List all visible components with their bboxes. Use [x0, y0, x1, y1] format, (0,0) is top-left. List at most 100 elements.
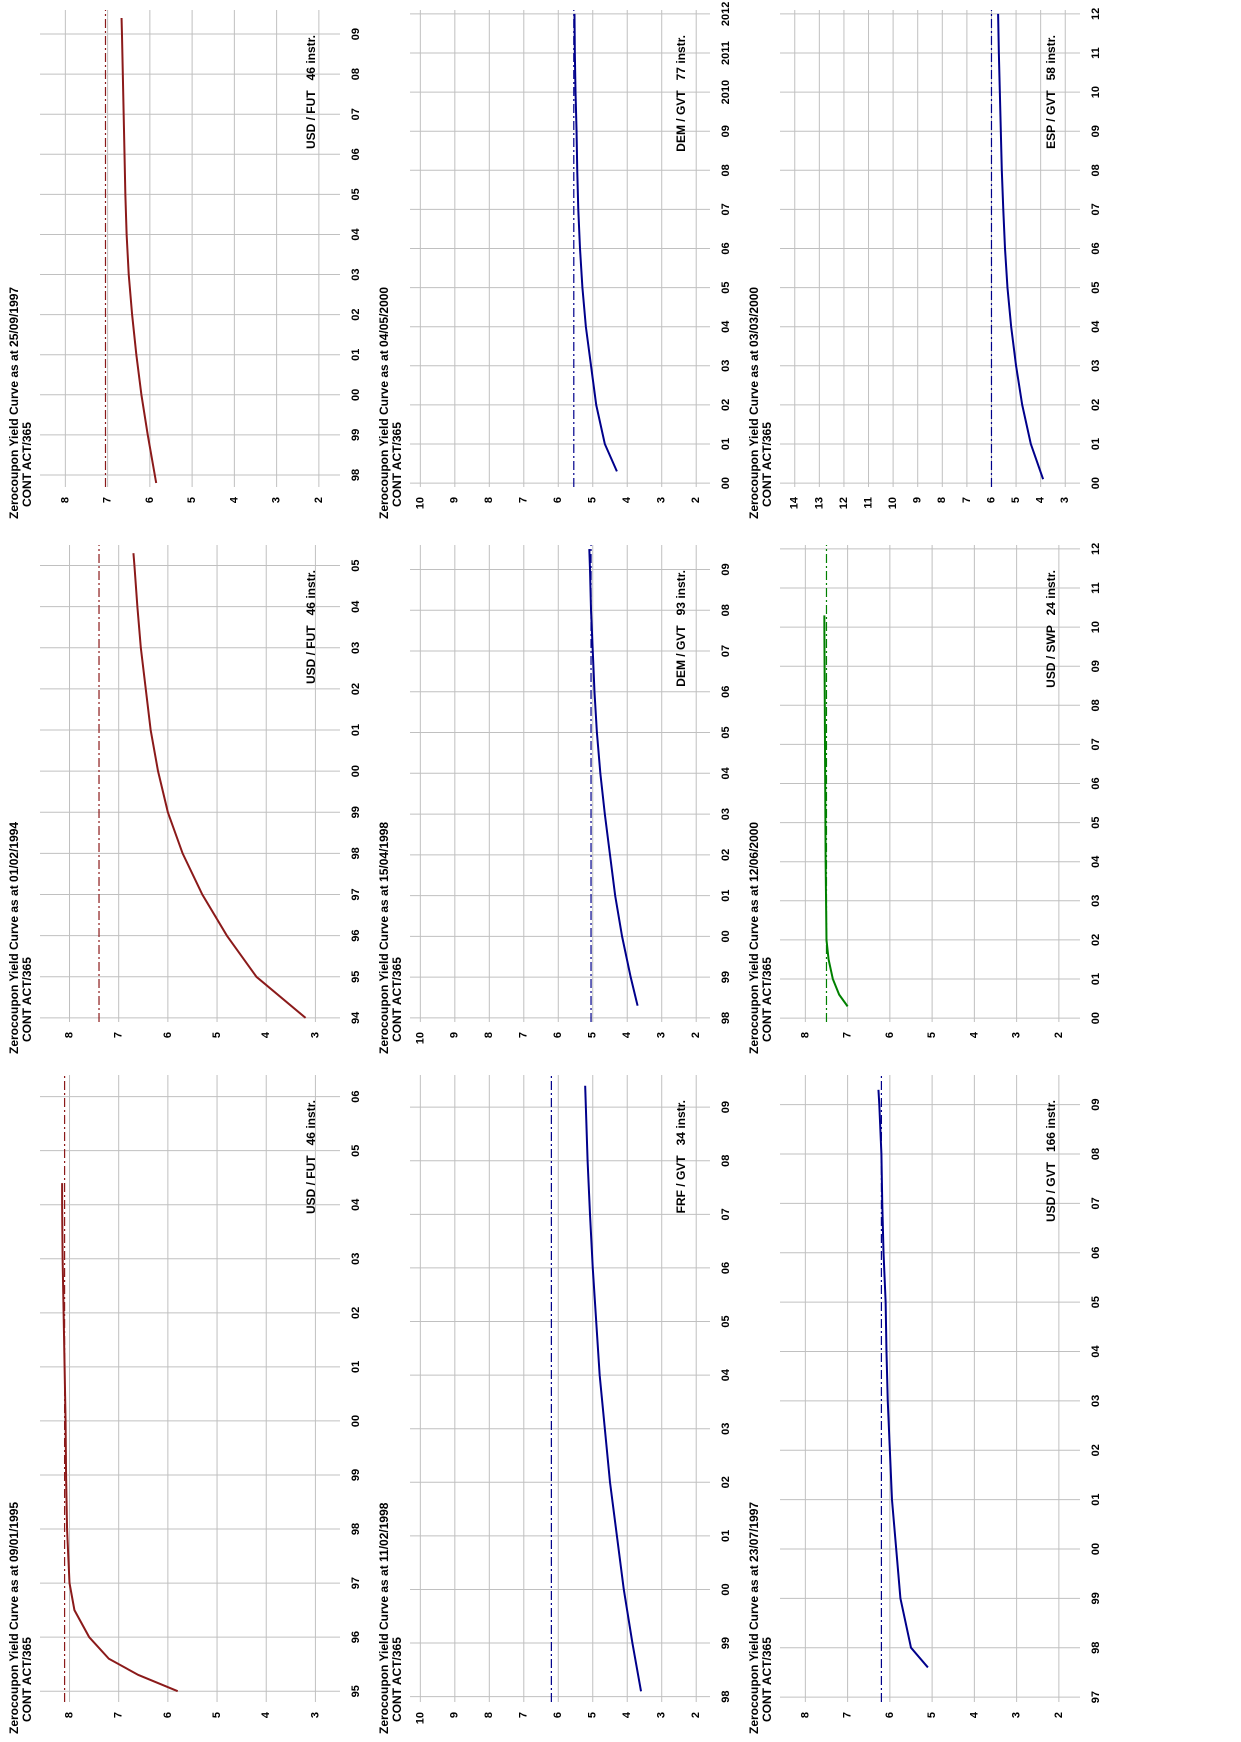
y-tick-label: 8	[936, 497, 948, 503]
yield-curve	[132, 553, 307, 1019]
x-tick-label: 2010	[720, 80, 732, 104]
y-tick-label: 5	[926, 1712, 938, 1718]
y-tick-label: 7	[961, 497, 973, 503]
chart-subtitle: CONT ACT/365	[760, 422, 774, 507]
y-tick-label: 4	[968, 1711, 980, 1718]
y-tick-label: 7	[518, 1712, 530, 1718]
x-tick-label: 08	[720, 164, 732, 176]
x-tick-label: 04	[350, 227, 362, 240]
x-tick-label: 03	[350, 642, 362, 654]
chart-subtitle: CONT ACT/365	[20, 1637, 34, 1722]
x-tick-label: 02	[350, 683, 362, 695]
y-tick-label: 4	[621, 1031, 633, 1038]
chart-title: Zerocoupon Yield Curve as at 12/06/2000	[747, 822, 761, 1054]
x-tick-label: 00	[350, 1415, 362, 1427]
x-tick-label: 10	[1090, 621, 1102, 633]
yield-curve	[823, 615, 849, 1007]
x-tick-label: 04	[1090, 855, 1102, 868]
x-tick-label: 09	[720, 563, 732, 575]
x-tick-label: 96	[350, 930, 362, 942]
x-tick-label: 99	[350, 429, 362, 441]
x-tick-label: 00	[720, 930, 732, 942]
x-tick-label: 00	[720, 1583, 732, 1595]
x-tick-label: 04	[1090, 320, 1102, 333]
y-tick-label: 2	[1053, 1712, 1065, 1718]
y-tick-label: 7	[842, 1032, 854, 1038]
y-tick-label: 3	[656, 1712, 668, 1718]
x-tick-label: 98	[1090, 1642, 1102, 1654]
x-tick-label: 03	[720, 360, 732, 372]
x-tick-label: 07	[720, 645, 732, 657]
x-tick-label: 00	[350, 389, 362, 401]
x-tick-label: 09	[1090, 660, 1102, 672]
x-tick-label: 98	[720, 1012, 732, 1024]
x-tick-label: 10	[1090, 86, 1102, 98]
x-tick-label: 04	[720, 766, 732, 779]
x-tick-label: 08	[350, 68, 362, 80]
x-tick-label: 02	[350, 309, 362, 321]
y-tick-label: 2	[1053, 1032, 1065, 1038]
x-tick-label: 04	[1090, 1344, 1102, 1357]
x-tick-label: 09	[1090, 125, 1102, 137]
y-tick-label: 5	[587, 497, 599, 503]
x-tick-label: 99	[350, 806, 362, 818]
x-tick-label: 01	[720, 438, 732, 450]
y-tick-label: 8	[483, 1032, 495, 1038]
chart-panel: Zerocoupon Yield Curve as at 01/02/1994 C…	[7, 545, 362, 1054]
x-tick-label: 00	[1090, 1012, 1102, 1024]
y-tick-label: 2	[690, 497, 702, 503]
y-tick-label: 8	[483, 1712, 495, 1718]
y-tick-label: 4	[968, 1031, 980, 1038]
x-tick-label: 06	[1090, 777, 1102, 789]
y-tick-label: 13	[813, 497, 825, 509]
chart-title: Zerocoupon Yield Curve as at 09/01/1995	[7, 1502, 21, 1734]
y-tick-label: 5	[211, 1712, 223, 1718]
x-tick-label: 06	[720, 242, 732, 254]
x-tick-label: 98	[350, 1523, 362, 1535]
x-tick-label: 12	[1090, 543, 1102, 555]
y-tick-label: 3	[656, 497, 668, 503]
y-tick-label: 9	[449, 1712, 461, 1718]
x-tick-label: 97	[350, 888, 362, 900]
x-tick-label: 09	[720, 1101, 732, 1113]
y-tick-label: 7	[518, 497, 530, 503]
x-tick-label: 01	[350, 349, 362, 361]
y-tick-label: 7	[102, 497, 114, 503]
y-tick-label: 6	[985, 497, 997, 503]
y-tick-label: 3	[1059, 497, 1071, 503]
x-tick-label: 11	[1090, 582, 1102, 594]
x-tick-label: 98	[350, 469, 362, 481]
x-tick-label: 01	[720, 889, 732, 901]
chart-title: Zerocoupon Yield Curve as at 23/07/1997	[747, 1502, 761, 1734]
y-tick-label: 8	[63, 1712, 75, 1718]
y-tick-label: 14	[789, 496, 801, 509]
x-tick-label: 02	[720, 849, 732, 861]
instrument-label: FRF / GVT 34 instr.	[674, 1100, 688, 1213]
chart-panel: Zerocoupon Yield Curve as at 11/02/1998 C…	[377, 1075, 732, 1734]
y-tick-label: 2	[690, 1712, 702, 1718]
y-tick-label: 4	[621, 496, 633, 503]
chart-title: Zerocoupon Yield Curve as at 04/05/2000	[377, 287, 391, 519]
x-tick-label: 03	[1090, 1395, 1102, 1407]
x-tick-label: 08	[720, 604, 732, 616]
x-tick-label: 06	[720, 1262, 732, 1274]
y-tick-label: 2	[690, 1032, 702, 1038]
yield-curve	[584, 1085, 643, 1692]
chart-subtitle: CONT ACT/365	[760, 957, 774, 1042]
x-tick-label: 07	[720, 203, 732, 215]
x-tick-label: 03	[720, 808, 732, 820]
x-tick-label: 04	[350, 1198, 362, 1211]
y-tick-label: 5	[587, 1712, 599, 1718]
x-tick-label: 01	[350, 724, 362, 736]
x-tick-label: 00	[1090, 477, 1102, 489]
y-tick-label: 4	[621, 1711, 633, 1718]
chart-panel: Zerocoupon Yield Curve as at 15/04/1998 C…	[377, 545, 732, 1054]
y-tick-label: 3	[309, 1712, 321, 1718]
x-tick-label: 04	[350, 600, 362, 613]
y-tick-label: 5	[211, 1032, 223, 1038]
x-tick-label: 07	[1090, 1197, 1102, 1209]
instrument-label: USD / FUT 46 instr.	[304, 35, 318, 149]
y-tick-label: 5	[1010, 497, 1022, 503]
